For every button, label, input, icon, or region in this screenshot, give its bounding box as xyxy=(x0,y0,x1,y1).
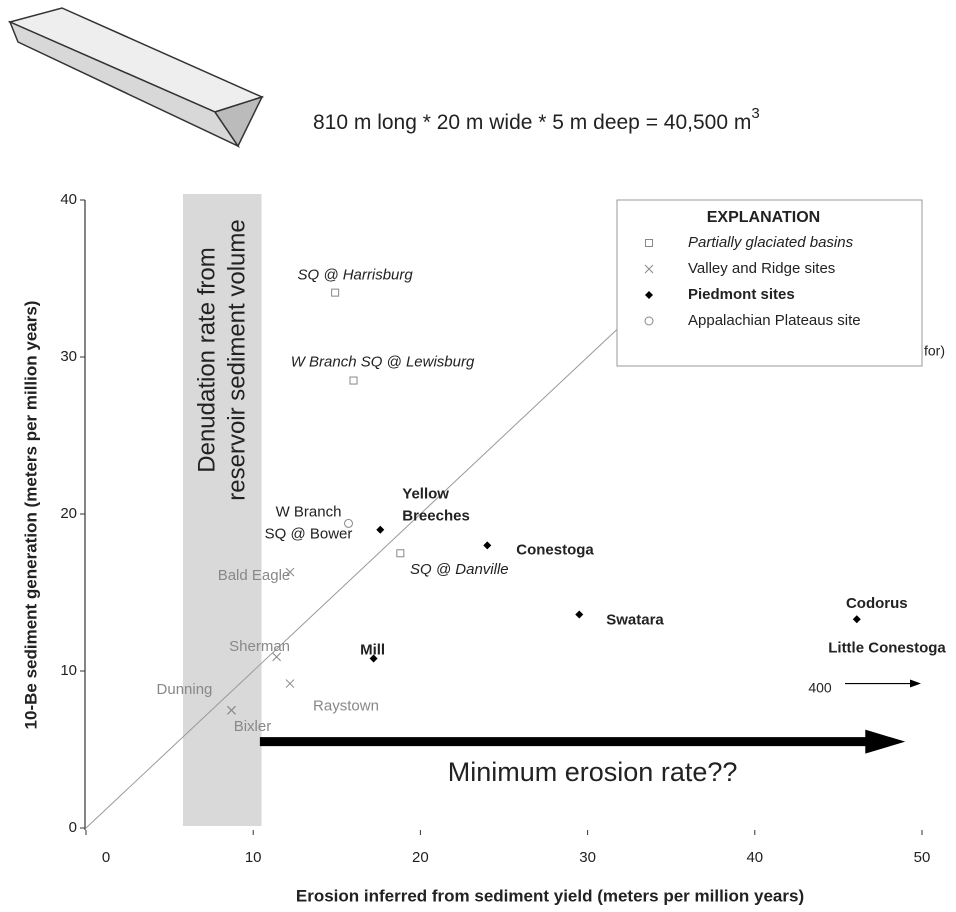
x-axis-title: Erosion inferred from sediment yield (me… xyxy=(296,886,804,905)
point-label: Mill xyxy=(360,641,385,658)
prism-illustration xyxy=(7,7,265,148)
point-label: SQ @ Danville xyxy=(410,561,509,578)
point xyxy=(369,654,378,663)
y-tick-label: 10 xyxy=(60,662,77,679)
band-label: Denudation rate from xyxy=(194,247,221,472)
x-tick-label: 10 xyxy=(245,849,262,866)
legend-label: Appalachian Plateaus site xyxy=(688,312,861,329)
point-label: Breeches xyxy=(402,508,470,525)
legend-label: Partially glaciated basins xyxy=(688,234,854,251)
point-label: Bixler xyxy=(234,718,272,735)
point-label: Conestoga xyxy=(516,541,594,558)
legend-marker xyxy=(644,264,654,274)
offscale-value: 400 xyxy=(808,679,832,695)
y-axis-title: 10-Be sediment generation (meters per mi… xyxy=(21,301,40,730)
point-label: Dunning xyxy=(157,681,213,698)
arrow-label: Minimum erosion rate?? xyxy=(448,757,738,787)
equation-superscript: 3 xyxy=(751,105,759,122)
legend-label: Piedmont sites xyxy=(688,286,795,303)
legend-marker xyxy=(644,316,654,326)
point xyxy=(376,525,385,534)
point-label: Sherman xyxy=(229,638,290,655)
band-label: reservoir sediment volume xyxy=(224,219,251,500)
point-label: SQ @ Bower xyxy=(265,525,353,542)
point-label: Yellow xyxy=(402,486,449,503)
offscale-arrowhead xyxy=(910,679,921,688)
legend-box xyxy=(616,199,923,367)
point xyxy=(285,567,295,577)
x-tick-label: 20 xyxy=(412,849,429,866)
point xyxy=(396,549,405,558)
y-tick-label: 30 xyxy=(60,348,77,365)
denudation-band xyxy=(182,194,262,826)
x-tick-label: 40 xyxy=(746,849,763,866)
erosion-arrowhead xyxy=(865,729,906,754)
cut-text: for) xyxy=(924,343,945,359)
x-tick-label: 0 xyxy=(102,849,110,866)
point xyxy=(227,705,236,715)
point xyxy=(483,541,492,550)
point xyxy=(575,610,584,619)
point-label: W Branch SQ @ Lewisburg xyxy=(291,354,475,371)
point-label: W Branch xyxy=(276,503,342,520)
point xyxy=(285,679,295,688)
legend-marker xyxy=(645,239,653,247)
equation: 810 m long * 20 m wide * 5 m deep = 40,5… xyxy=(313,105,760,133)
legend-marker xyxy=(645,291,653,299)
point-label: SQ @ Harrisburg xyxy=(297,267,413,284)
legend-label: Valley and Ridge sites xyxy=(688,260,835,277)
y-tick-label: 40 xyxy=(60,191,77,208)
y-tick-label: 20 xyxy=(60,505,77,522)
offscale-label: Little Conestoga xyxy=(828,640,946,657)
point-label: Bald Eagle xyxy=(218,567,291,584)
legend-title: EXPLANATION xyxy=(707,209,820,226)
y-tick-label: 0 xyxy=(69,819,77,836)
point xyxy=(852,615,861,624)
point xyxy=(272,652,281,662)
x-tick-label: 50 xyxy=(914,849,931,866)
equation-text: 810 m long * 20 m wide * 5 m deep = 40,5… xyxy=(313,111,751,134)
x-tick-label: 30 xyxy=(579,849,596,866)
point-label: Swatara xyxy=(606,611,664,628)
point xyxy=(331,288,340,297)
point-label: Codorus xyxy=(846,595,908,612)
point xyxy=(349,376,358,385)
point xyxy=(344,518,354,528)
point-label: Raystown xyxy=(313,698,379,715)
